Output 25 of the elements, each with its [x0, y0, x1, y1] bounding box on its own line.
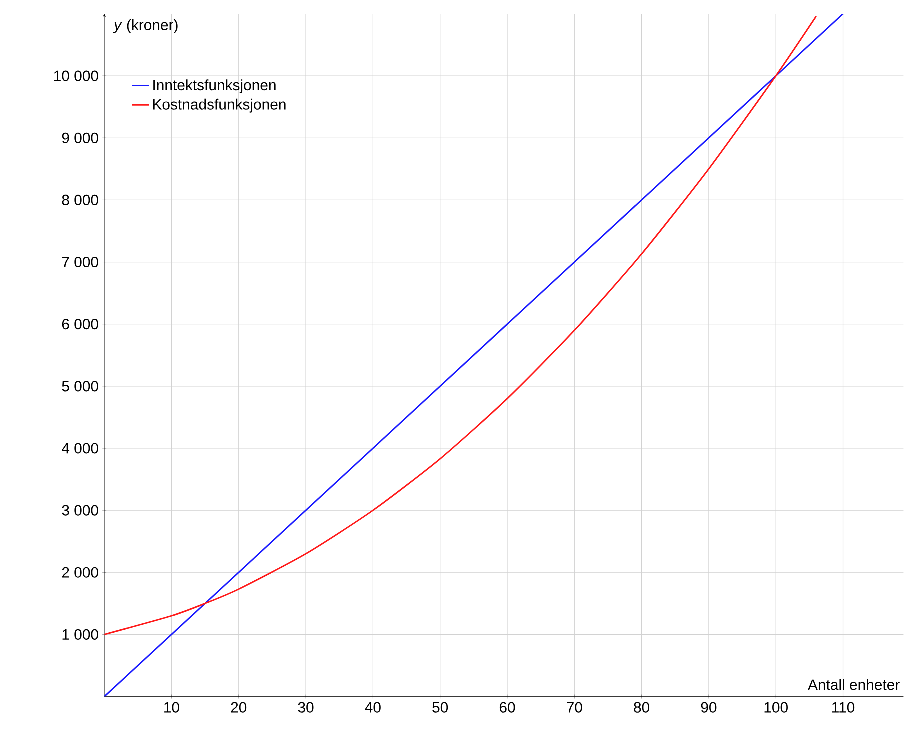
x-tick-label: 30 [298, 702, 314, 713]
x-tick-label: 50 [432, 702, 448, 713]
x-tick-label: 100 [764, 702, 788, 713]
x-tick-label: 20 [231, 702, 247, 713]
y-tick-label: 5 000 [62, 381, 98, 392]
x-tick-label: 10 [164, 702, 180, 713]
x-tick-label: 80 [634, 702, 650, 713]
legend-label: Inntektsfunksjonen [154, 80, 276, 94]
y-tick-label: 10 000 [54, 70, 98, 82]
y-tick-label: 2 000 [62, 567, 98, 578]
y-tick-label: 9 000 [62, 132, 98, 144]
legend-label: Kostnadsfunksjonen [153, 99, 286, 113]
y-tick-label: 4 000 [62, 443, 98, 454]
y-tick-label: 7 000 [62, 257, 98, 268]
y-tick-label: 6 000 [62, 319, 98, 330]
x-tick-label: 60 [500, 702, 516, 713]
x-tick-label: 110 [832, 702, 855, 713]
x-tick-label: 40 [365, 702, 381, 713]
x-axis-title: Antall enheter [808, 679, 900, 690]
y-tick-label: 8 000 [62, 195, 98, 206]
y-tick-label: 3 000 [62, 505, 98, 516]
x-tick-label: 90 [701, 702, 717, 713]
y-axis-title: y (kroner) [113, 20, 178, 34]
x-tick-label: 70 [567, 702, 582, 713]
y-tick-label: 1 000 [62, 630, 98, 640]
